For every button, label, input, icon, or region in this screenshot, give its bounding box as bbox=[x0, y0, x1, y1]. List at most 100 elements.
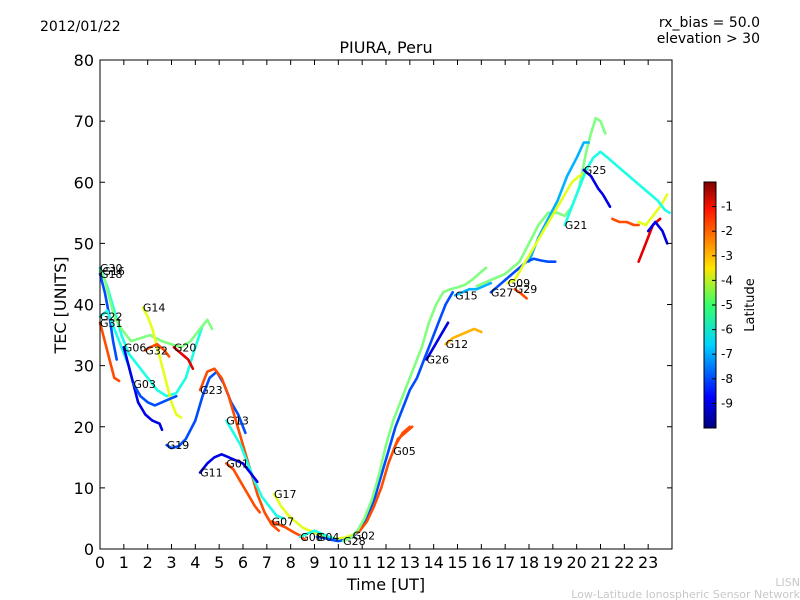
series-label-g03: G03 bbox=[133, 378, 156, 391]
series-label-g05: G05 bbox=[393, 445, 416, 458]
series-label-g31: G31 bbox=[100, 317, 123, 330]
series-label-g07: G07 bbox=[272, 516, 295, 529]
series-line-g15 bbox=[453, 281, 493, 297]
x-tick-label: 10 bbox=[328, 553, 348, 572]
series-line-g06 bbox=[122, 346, 164, 432]
x-tick-label: 4 bbox=[190, 553, 200, 572]
x-tick-label: 9 bbox=[309, 553, 319, 572]
series-line-g03 bbox=[132, 382, 178, 407]
x-axis-title: Time [UT] bbox=[346, 575, 425, 594]
series-label-g20: G20 bbox=[174, 341, 197, 354]
colorbar-tick-label: -4 bbox=[721, 273, 733, 287]
date-label: 2012/01/22 bbox=[40, 19, 121, 35]
series-line-g12 bbox=[444, 327, 483, 346]
bias-label: rx_bias = 50.0 bbox=[659, 15, 760, 31]
series-label-g25: G25 bbox=[584, 164, 607, 177]
colorbar-tick-label: -3 bbox=[721, 249, 733, 263]
series-line-g16 bbox=[98, 269, 214, 349]
series-line-extra-1 bbox=[527, 141, 590, 263]
colorbar-tick-label: -8 bbox=[721, 372, 733, 386]
series-line-g23 bbox=[198, 367, 281, 532]
x-tick-label: 15 bbox=[447, 553, 467, 572]
y-tick-label: 70 bbox=[74, 112, 94, 131]
x-tick-label: 17 bbox=[495, 553, 515, 572]
series-label-g11: G11 bbox=[200, 467, 223, 480]
watermark-subtitle: Low-Latitude Ionospheric Sensor Network bbox=[571, 588, 800, 600]
x-tick-label: 14 bbox=[423, 553, 443, 572]
series-line-g14 bbox=[141, 306, 183, 419]
x-tick-label: 13 bbox=[400, 553, 420, 572]
series-line-extra-3 bbox=[637, 193, 669, 227]
x-tick-label: 1 bbox=[119, 553, 129, 572]
colorbar-tick-label: -1 bbox=[721, 200, 733, 214]
x-tick-label: 16 bbox=[471, 553, 491, 572]
x-tick-label: 23 bbox=[638, 553, 658, 572]
series-label-g04: G04 bbox=[317, 531, 340, 544]
series-line-g05 bbox=[391, 425, 414, 453]
series-label-g12: G12 bbox=[446, 338, 469, 351]
series-layer bbox=[98, 116, 671, 543]
series-label-g28: G28 bbox=[343, 535, 366, 548]
series-line-g32 bbox=[144, 342, 171, 358]
series-line-g25 bbox=[582, 168, 612, 208]
series-line-extra-2 bbox=[611, 217, 640, 227]
series-label-g23: G23 bbox=[200, 384, 223, 397]
series-line-g26 bbox=[425, 321, 450, 361]
series-line-extra-5 bbox=[646, 220, 669, 245]
series-label-g18: G18 bbox=[100, 268, 123, 281]
series-label-g08: G08 bbox=[300, 531, 323, 544]
watermark-title: LISN bbox=[775, 576, 800, 589]
series-line-g28 bbox=[341, 266, 488, 543]
x-tick-label: 5 bbox=[214, 553, 224, 572]
series-line-g13 bbox=[225, 419, 285, 520]
x-tick-label: 2 bbox=[143, 553, 153, 572]
series-label-g14: G14 bbox=[143, 302, 166, 315]
colorbar-tick-label: -9 bbox=[721, 396, 733, 410]
y-tick-label: 80 bbox=[74, 51, 94, 70]
colorbar-ticks: -1 -2 -3 -4 -5 -6 -7 -8 -9 bbox=[712, 200, 733, 410]
colorbar-tick-label: -7 bbox=[721, 347, 733, 361]
y-tick-label: 20 bbox=[74, 418, 94, 437]
series-label-g01: G01 bbox=[226, 457, 249, 470]
series-line-extra-0 bbox=[475, 116, 607, 288]
series-label-g29: G29 bbox=[515, 283, 538, 296]
series-line-g29 bbox=[513, 287, 528, 300]
y-axis-title: TEC [UNITS] bbox=[51, 257, 70, 355]
series-label-g06: G06 bbox=[124, 341, 147, 354]
series-label-g26: G26 bbox=[427, 354, 450, 367]
elevation-label: elevation > 30 bbox=[657, 31, 760, 47]
y-tick-label: 30 bbox=[74, 357, 94, 376]
colorbar-tick-label: -5 bbox=[721, 298, 733, 312]
series-label-g32: G32 bbox=[145, 344, 168, 357]
series-label-g19: G19 bbox=[167, 439, 190, 452]
series-label-g30: G30 bbox=[100, 262, 123, 275]
plot-frame bbox=[99, 59, 673, 550]
series-label-g27: G27 bbox=[491, 286, 514, 299]
series-line-g11 bbox=[198, 453, 259, 484]
y-tick-label: 10 bbox=[74, 479, 94, 498]
x-tick-label: 0 bbox=[95, 553, 105, 572]
series-line-g09 bbox=[506, 171, 588, 285]
x-tick-label: 22 bbox=[614, 553, 634, 572]
y-tick-label: 0 bbox=[84, 540, 94, 559]
colorbar-tick-label: -2 bbox=[721, 224, 733, 238]
series-line-g21 bbox=[563, 150, 671, 227]
series-line-g20 bbox=[172, 346, 195, 370]
axis-layer: 0 1 2 3 4 5 6 7 8 9 10 11 12 13 14 15 16 17 18 19 20 21 22 2301… bbox=[74, 51, 672, 572]
x-tick-label: 21 bbox=[590, 553, 610, 572]
series-label-g13: G13 bbox=[226, 415, 249, 428]
colorbar-tick-label: -6 bbox=[721, 323, 733, 337]
y-tick-label: 50 bbox=[74, 234, 94, 253]
x-tick-label: 19 bbox=[543, 553, 563, 572]
series-label-g22: G22 bbox=[100, 311, 123, 324]
x-tick-label: 20 bbox=[566, 553, 586, 572]
series-label-g15: G15 bbox=[455, 289, 478, 302]
x-tick-label: 6 bbox=[238, 553, 248, 572]
series-label-g17: G17 bbox=[274, 488, 297, 501]
x-tick-label: 7 bbox=[262, 553, 272, 572]
series-label-g21: G21 bbox=[565, 219, 588, 232]
x-tick-label: 11 bbox=[352, 553, 372, 572]
series-line-g08 bbox=[298, 529, 338, 541]
